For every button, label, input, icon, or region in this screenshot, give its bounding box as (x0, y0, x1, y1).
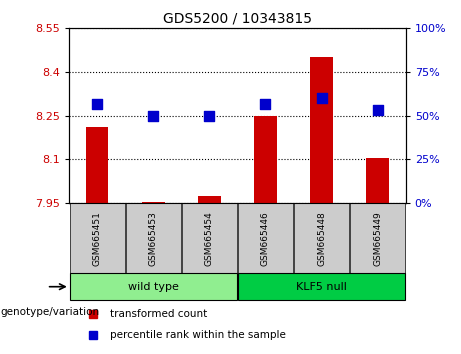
Point (206, 113, 213, 119)
FancyBboxPatch shape (126, 203, 181, 273)
Text: GSM665451: GSM665451 (93, 211, 102, 266)
Bar (254, 116, 277, 203)
Text: KLF5 null: KLF5 null (296, 282, 347, 292)
Point (318, 96, 325, 101)
Bar (310, 57, 333, 203)
Point (149, 113, 157, 119)
Text: GSM665454: GSM665454 (205, 211, 214, 266)
FancyBboxPatch shape (350, 203, 405, 273)
Title: GDS5200 / 10343815: GDS5200 / 10343815 (163, 12, 312, 26)
Text: GSM665449: GSM665449 (373, 211, 382, 266)
Text: GSM665446: GSM665446 (261, 211, 270, 266)
Text: GSM665448: GSM665448 (317, 211, 326, 266)
FancyBboxPatch shape (70, 273, 237, 300)
Text: genotype/variation: genotype/variation (0, 307, 99, 316)
Text: transformed count: transformed count (110, 309, 207, 319)
FancyBboxPatch shape (182, 203, 237, 273)
Bar (198, 196, 220, 203)
Point (262, 101, 269, 106)
FancyBboxPatch shape (294, 203, 349, 273)
FancyBboxPatch shape (238, 273, 405, 300)
Text: wild type: wild type (128, 282, 179, 292)
FancyBboxPatch shape (70, 203, 124, 273)
Bar (86, 127, 108, 203)
Text: percentile rank within the sample: percentile rank within the sample (110, 330, 285, 340)
Bar (366, 158, 389, 203)
Text: GSM665453: GSM665453 (149, 211, 158, 266)
FancyBboxPatch shape (238, 203, 293, 273)
Point (94, 101, 101, 106)
Bar (142, 202, 165, 203)
Point (374, 108, 381, 113)
